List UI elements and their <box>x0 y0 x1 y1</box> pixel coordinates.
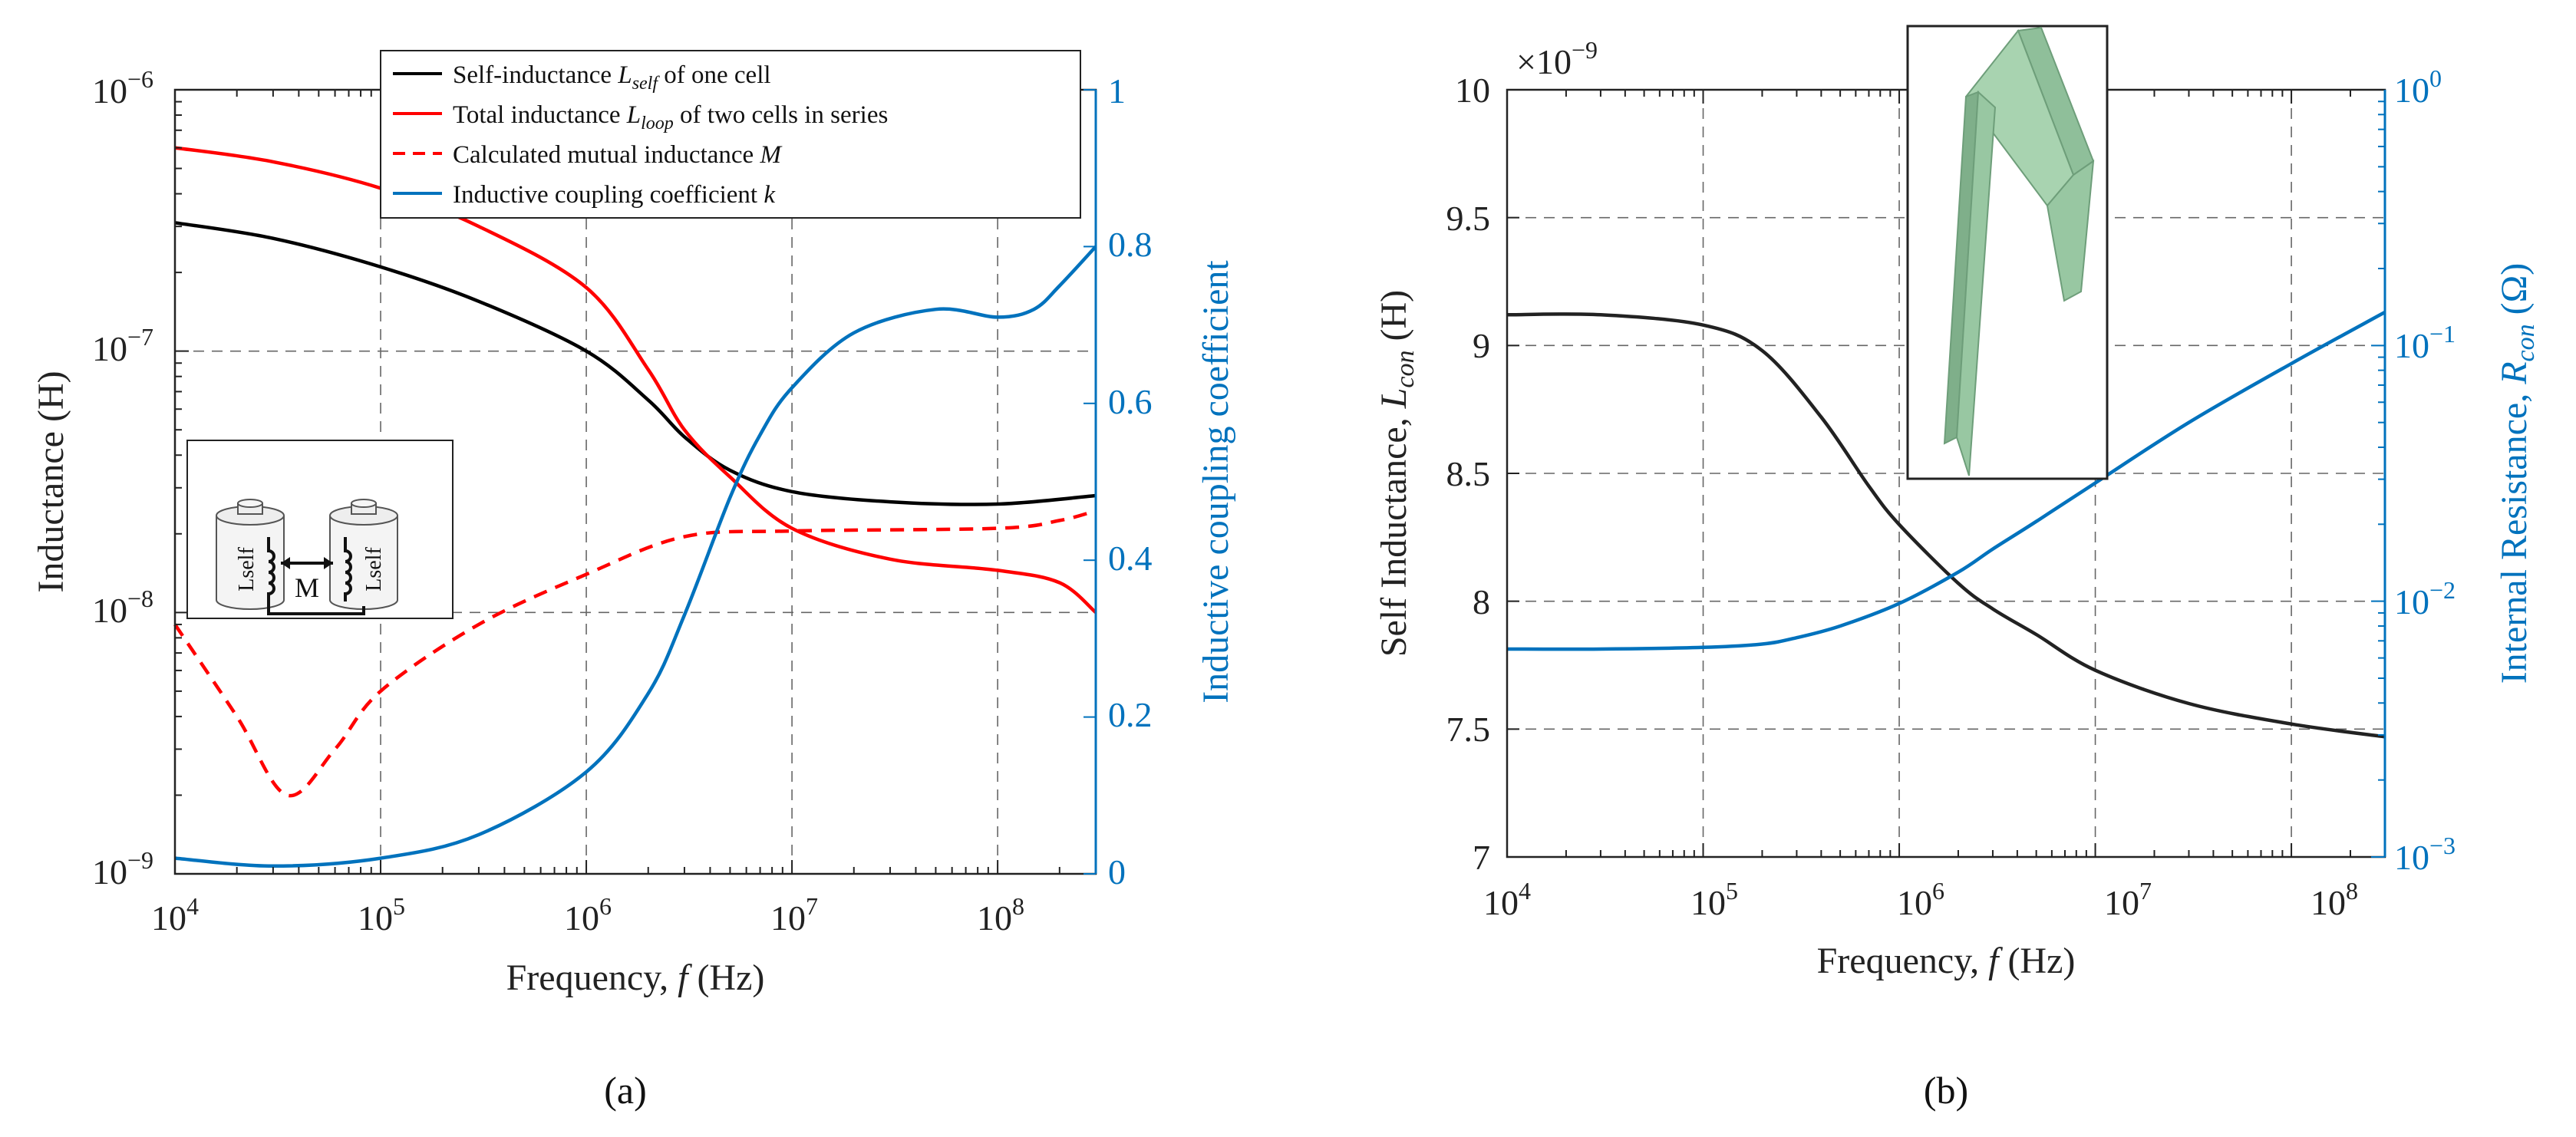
inductor-coil-right <box>344 537 352 601</box>
a-yrtick-0: 0 <box>1108 852 1126 891</box>
a-xlabel: Frequency, f (Hz) <box>506 957 765 998</box>
b-ytick-9: 9 <box>1473 326 1490 365</box>
a-series-line-1 <box>174 146 1097 615</box>
a-legend-entry-lloop: Total inductance Lloop of two cells in s… <box>453 101 888 133</box>
chart-a-series <box>173 146 1097 868</box>
a-legend-entry-m: Calculated mutual inductance M <box>453 141 782 169</box>
chart-b: ×10−9 7 7.5 8 8.5 9 9.5 10 10−3 10−2 10−… <box>1374 25 2540 1112</box>
b-xtick-1e6: 106 <box>1897 877 1944 922</box>
a-yrtick-0.8: 0.8 <box>1108 225 1153 264</box>
a-ytick-1e-7: 10−7 <box>92 323 153 368</box>
b-ytick-9.5: 9.5 <box>1446 199 1491 238</box>
b-xtick-1e5: 105 <box>1690 877 1738 922</box>
a-ytick-1e-9: 10−9 <box>92 846 153 891</box>
caption-b: (b) <box>1924 1069 1968 1112</box>
inset-label-lself-left: Lself <box>235 547 259 592</box>
a-xtick-1e7: 107 <box>770 892 818 938</box>
b-ylabel-right: Internal Resistance, Rcon (Ω) <box>2494 263 2540 684</box>
a-legend-entry-lself: Self-inductance Lself of one cell <box>453 61 771 94</box>
a-series-line-3 <box>174 245 1097 868</box>
caption-a: (a) <box>604 1069 647 1112</box>
a-ytick-1e-6: 10−6 <box>92 65 153 110</box>
b-yrtick-1e-2: 10−2 <box>2394 576 2456 621</box>
b-xtick-1e4: 104 <box>1483 877 1531 922</box>
inset-label-lself-right: Lself <box>362 547 386 592</box>
b-ytick-7: 7 <box>1473 838 1490 877</box>
b-yrtick-1e-1: 10−1 <box>2394 320 2456 365</box>
a-series-line-0 <box>174 221 1097 506</box>
a-xtick-1e6: 106 <box>564 892 612 938</box>
b-ytick-7.5: 7.5 <box>1446 710 1491 749</box>
b-y-multiplier: ×10−9 <box>1516 36 1598 81</box>
a-xtick-1e5: 105 <box>358 892 405 938</box>
a-inset-diagram: Lself M Lself <box>186 440 454 619</box>
a-xtick-1e4: 104 <box>151 892 199 938</box>
b-ytick-8: 8 <box>1473 582 1490 621</box>
b-series-line-0 <box>1506 312 2386 739</box>
chart-b-series <box>1506 310 2386 739</box>
chart-a: 10−9 10−8 10−7 10−6 0 0.2 0.4 0.6 0.8 1 … <box>31 50 1236 1112</box>
b-yrtick-1e0: 100 <box>2394 64 2442 110</box>
a-ylabel-right: Inductive coupling coefficient <box>1196 260 1236 704</box>
a-yrtick-0.2: 0.2 <box>1108 695 1153 734</box>
inset-label-m: M <box>295 572 319 603</box>
a-yrtick-0.6: 0.6 <box>1108 382 1153 421</box>
inductor-coil-left <box>267 537 365 615</box>
connector-leg-left-face <box>1955 90 1997 476</box>
b-xlabel: Frequency, f (Hz) <box>1817 941 2076 981</box>
b-ytick-10: 10 <box>1455 71 1490 110</box>
b-ytick-8.5: 8.5 <box>1446 454 1491 493</box>
a-legend-box <box>380 50 1081 219</box>
a-xtick-1e8: 108 <box>977 892 1024 938</box>
b-series-line-1 <box>1506 310 2386 651</box>
b-xtick-1e8: 108 <box>2310 877 2358 922</box>
a-yrtick-0.4: 0.4 <box>1108 539 1153 578</box>
a-yrtick-1: 1 <box>1108 71 1126 110</box>
b-yrtick-1e-3: 10−3 <box>2394 832 2456 877</box>
b-inset-connector-render <box>1906 25 2109 480</box>
b-ylabel: Self Inductance, Lcon (H) <box>1374 290 1420 657</box>
a-ylabel: Inductance (H) <box>31 371 71 592</box>
a-ytick-1e-8: 10−8 <box>92 585 153 630</box>
a-legend-entry-k: Inductive coupling coefficient k <box>453 181 776 209</box>
a-legend: Self-inductance Lself of one cell Total … <box>380 50 1081 219</box>
connector-leg-right <box>2046 159 2095 302</box>
b-xtick-1e7: 107 <box>2104 877 2152 922</box>
a-series-line-2 <box>173 509 1097 798</box>
